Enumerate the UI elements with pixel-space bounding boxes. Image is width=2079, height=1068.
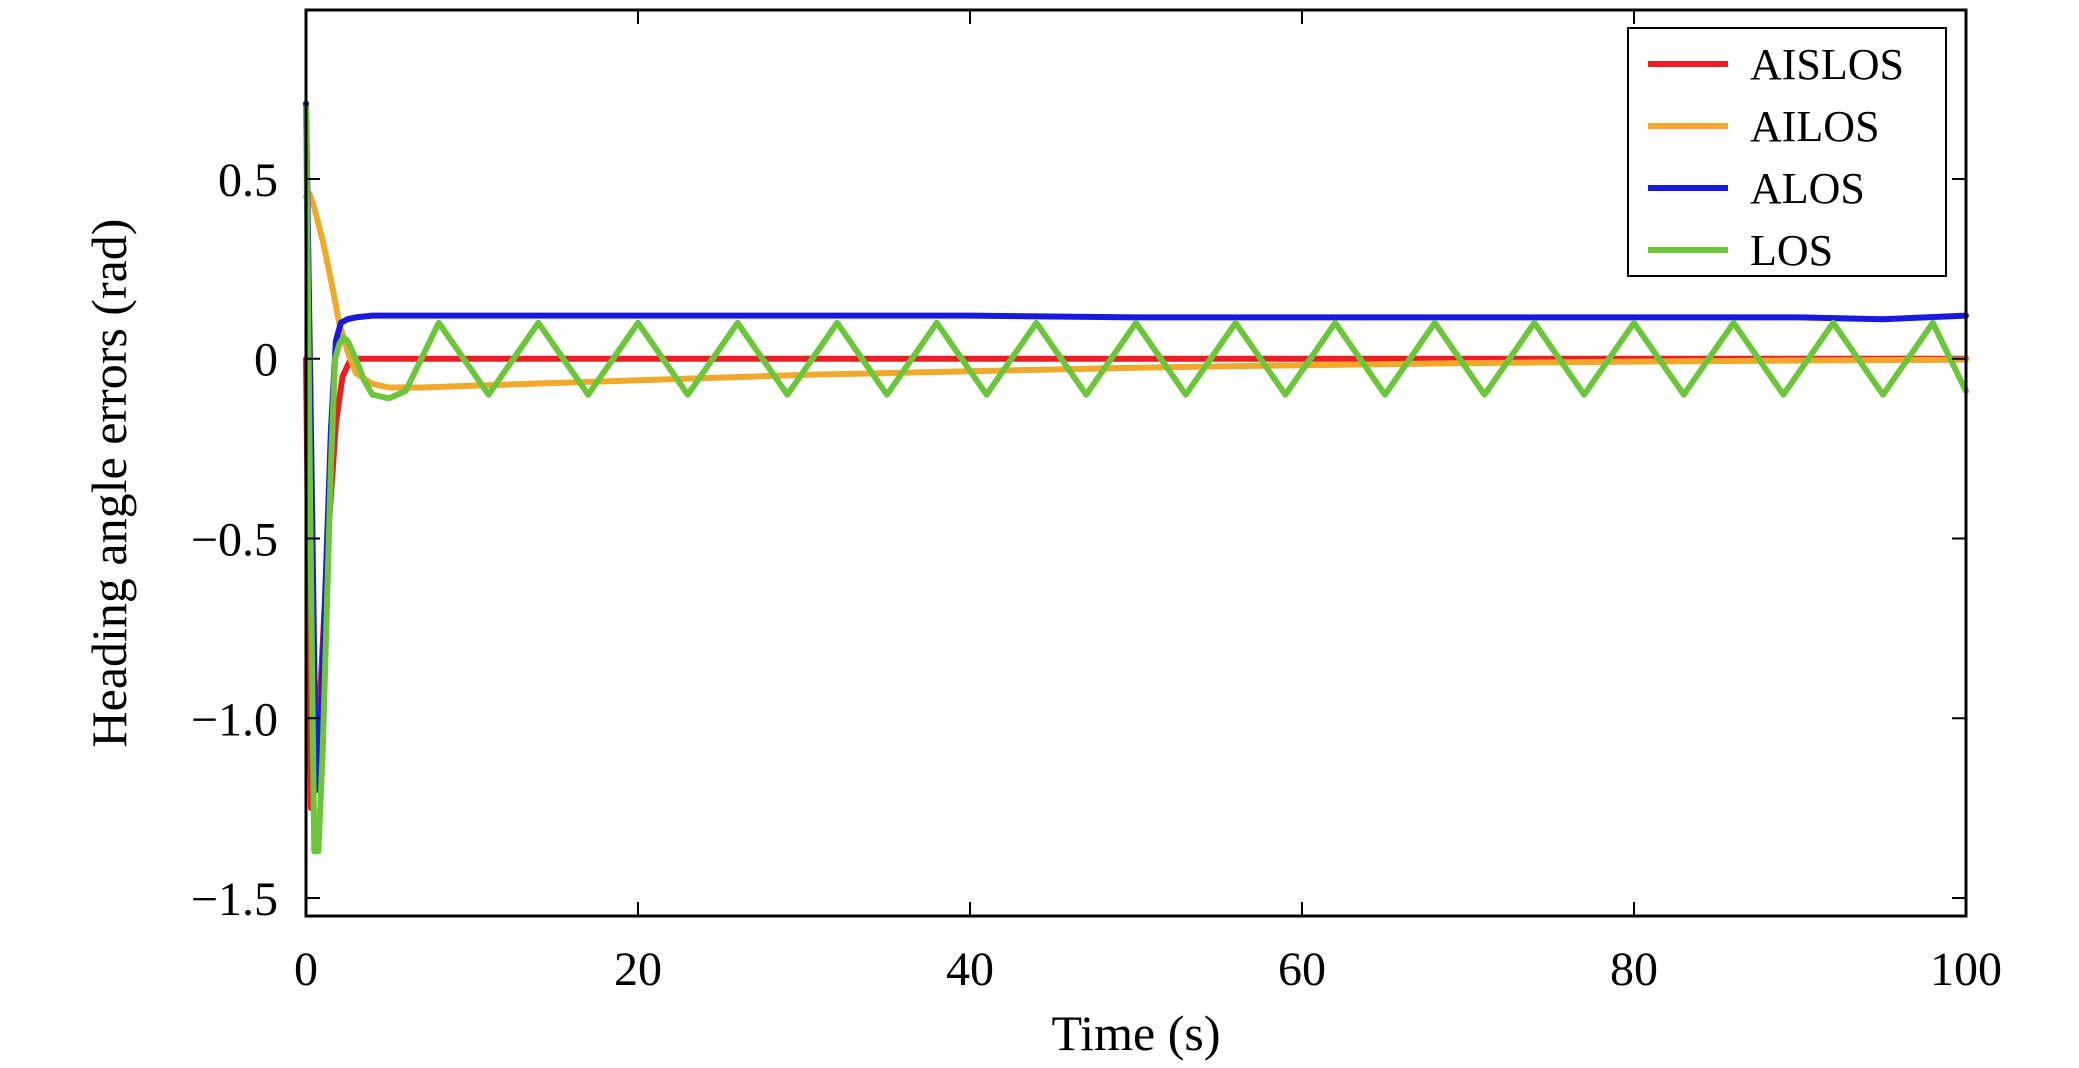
- x-tick-label: 60: [1278, 943, 1326, 996]
- legend: AISLOS AILOS ALOS LOS: [1627, 27, 1947, 277]
- series-layer: [303, 100, 1969, 855]
- legend-label: ALOS: [1750, 164, 1865, 213]
- tick-layer: 0 20 40 60 80 100 0.5 0 −0.5 −1.0 −1.5: [191, 10, 2002, 996]
- y-axis-label: Heading angle errors (rad): [81, 219, 137, 748]
- x-tick-label: 40: [946, 943, 994, 996]
- x-tick-label: 20: [614, 943, 662, 996]
- legend-label: AILOS: [1750, 102, 1880, 151]
- plot-area-frame: [304, 8, 1968, 918]
- y-tick-label: −1.5: [191, 873, 278, 926]
- series-line-ailos: [303, 190, 1969, 391]
- legend-label: LOS: [1750, 226, 1833, 275]
- y-tick-label: 0: [254, 334, 278, 387]
- legend-label: AISLOS: [1750, 40, 1904, 89]
- x-tick-label: 80: [1610, 943, 1658, 996]
- x-tick-label: 100: [1930, 943, 2002, 996]
- x-axis-label: Time (s): [1051, 1005, 1220, 1061]
- y-tick-label: −0.5: [191, 514, 278, 567]
- y-tick-label: 0.5: [218, 154, 278, 207]
- x-tick-label: 0: [294, 943, 318, 996]
- y-tick-label: −1.0: [191, 693, 278, 746]
- legend-box: [1627, 27, 1947, 277]
- series-line-los: [303, 104, 1969, 855]
